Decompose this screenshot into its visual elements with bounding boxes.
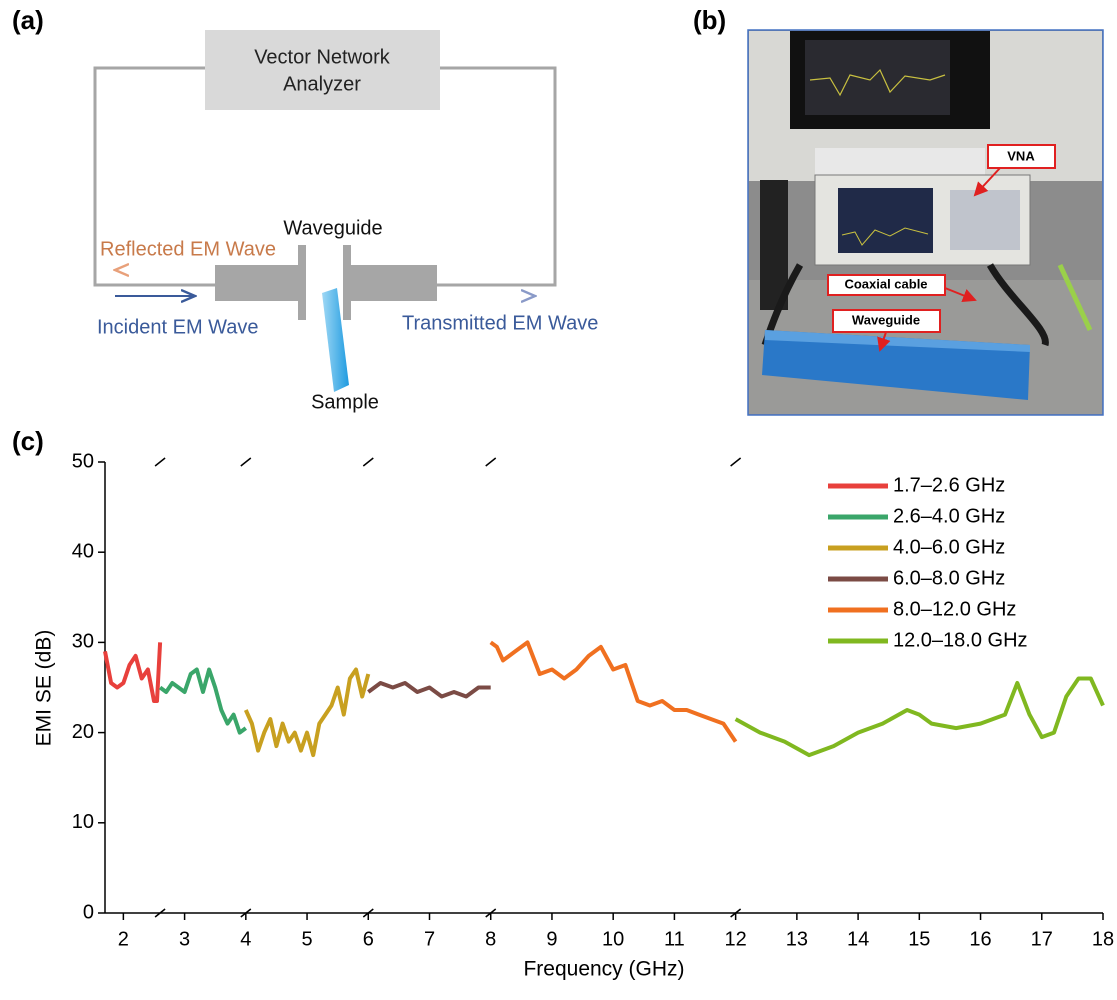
series-line [489, 640, 738, 743]
callout-box [832, 309, 941, 333]
waveguide-block [215, 265, 300, 301]
reflected-label: Reflected EM Wave [100, 238, 276, 260]
x-tick-label: 9 [546, 928, 557, 950]
x-axis-label: Frequency (GHz) [523, 958, 684, 981]
waveguide-block [345, 265, 437, 301]
y-tick-label: 40 [72, 540, 94, 562]
y-axis-label: EMI SE (dB) [33, 630, 56, 747]
series-line [103, 642, 163, 703]
series-line [158, 667, 247, 735]
cable [1057, 263, 1093, 332]
series-line [367, 681, 491, 699]
x-tick-label: 12 [725, 928, 747, 950]
vna-screen [838, 188, 933, 253]
axis-break [154, 908, 166, 918]
x-tick-label: 11 [664, 928, 685, 950]
monitor-screen [805, 40, 950, 115]
callout-arrow [973, 167, 1001, 197]
axis-break [240, 908, 252, 918]
analyzer-label: Vector Network [254, 46, 391, 68]
callout: Waveguide [852, 312, 920, 327]
axis-break [730, 908, 742, 918]
axis-break [240, 457, 252, 467]
panel-a: (a) Vector Network Analyzer Waveguide Re… [12, 5, 598, 413]
x-tick-label: 8 [485, 928, 496, 950]
x-tick-label: 4 [240, 928, 251, 950]
cable [93, 66, 215, 287]
legend-label: 1.7–2.6 GHz [893, 474, 1005, 496]
flange [343, 245, 351, 320]
trace [841, 227, 929, 246]
y-tick-label: 20 [72, 721, 94, 743]
legend-label: 8.0–12.0 GHz [893, 598, 1016, 620]
photo-waveguide-top [765, 330, 1030, 352]
analyzer-label: Analyzer [283, 73, 361, 95]
x-tick-label: 7 [424, 928, 435, 950]
callout-arrow [877, 331, 891, 352]
cable [437, 66, 557, 287]
analyzer-box [205, 30, 440, 110]
panel-label: (a) [12, 5, 44, 35]
panel-c: (c) Frequency (GHz) EMI SE (dB) 0 10 20 30 4… [12, 426, 1114, 981]
y-tick-label: 50 [72, 450, 94, 472]
cable [986, 263, 1049, 347]
callout-box [987, 144, 1056, 169]
x-tick-label: 18 [1092, 928, 1114, 950]
x-tick-label: 13 [786, 928, 808, 950]
x-tick-label: 2 [118, 928, 129, 950]
incident-label: Incident EM Wave [97, 316, 259, 338]
x-tick-label: 15 [908, 928, 930, 950]
flange [298, 245, 306, 320]
legend-label: 12.0–18.0 GHz [893, 629, 1028, 651]
waveguide-label: Waveguide [283, 217, 382, 239]
y-tick-label: 0 [83, 901, 94, 923]
panel-label: (b) [693, 5, 726, 35]
y-tick-label: 10 [72, 811, 94, 833]
axis-break [485, 457, 497, 467]
x-tick-label: 14 [847, 928, 869, 950]
legend-label: 2.6–4.0 GHz [893, 505, 1005, 527]
callout-arrow [944, 287, 977, 303]
axis-break [362, 908, 374, 918]
vna-keys [950, 190, 1020, 250]
y-tick-label: 30 [72, 631, 94, 653]
series-line [734, 676, 1105, 758]
series-line [243, 667, 371, 758]
axis-break [485, 908, 497, 918]
keyboard [815, 148, 985, 176]
panel-b: (b) VNA Coaxial cable Waveguide [693, 5, 1104, 416]
x-tick-label: 5 [301, 928, 312, 950]
axis-break [154, 457, 166, 467]
sample [322, 288, 349, 392]
sample-label: Sample [311, 391, 379, 413]
trace [809, 68, 946, 97]
callout-box [827, 274, 946, 296]
x-tick-label: 16 [969, 928, 991, 950]
callout: VNA [1007, 148, 1035, 163]
x-tick-label: 6 [363, 928, 374, 950]
callout: Coaxial cable [844, 276, 927, 291]
legend-label: 4.0–6.0 GHz [893, 536, 1005, 558]
x-tick-label: 3 [179, 928, 190, 950]
axis-break [362, 457, 374, 467]
legend-label: 6.0–8.0 GHz [893, 567, 1005, 589]
x-tick-label: 17 [1031, 928, 1053, 950]
x-tick-label: 10 [602, 928, 624, 950]
axis-break [730, 457, 742, 467]
stand [760, 180, 788, 310]
transmitted-label: Transmitted EM Wave [402, 312, 598, 334]
panel-label: (c) [12, 426, 44, 456]
